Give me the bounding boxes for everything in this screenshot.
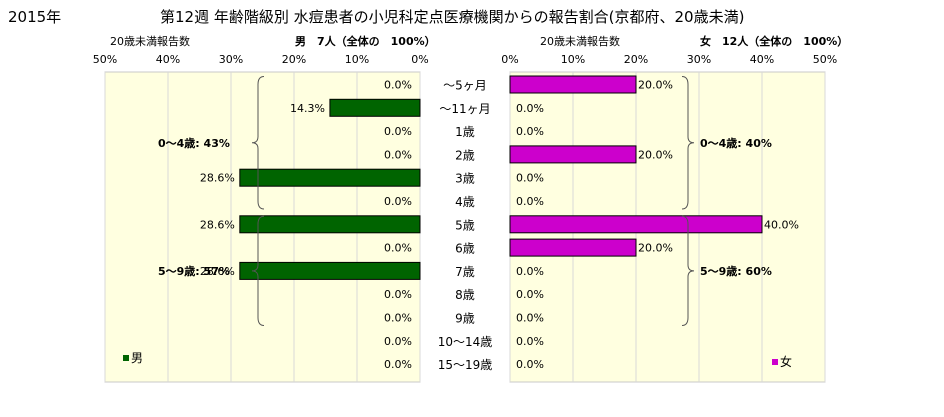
female-legend-swatch bbox=[772, 359, 778, 365]
female-value-label: 0.0% bbox=[516, 125, 544, 138]
male-header-total: 男 7人（全体の 100%） bbox=[295, 34, 436, 48]
age-category-label: 〜5ヶ月 bbox=[443, 79, 487, 93]
male-axis-tick-label: 50% bbox=[93, 53, 117, 66]
male-value-label: 14.3% bbox=[290, 102, 325, 115]
female-group-brace bbox=[681, 215, 695, 326]
male-bar bbox=[239, 261, 421, 280]
female-axis-tick-label: 30% bbox=[687, 53, 711, 66]
female-header-count-label: 20歳未満報告数 bbox=[540, 35, 620, 48]
age-category-label: 15〜19歳 bbox=[438, 358, 493, 372]
female-axis-tick-label: 20% bbox=[624, 53, 648, 66]
male-bar bbox=[239, 168, 421, 187]
female-axis-tick-label: 40% bbox=[750, 53, 774, 66]
female-value-label: 20.0% bbox=[638, 148, 673, 161]
female-value-label: 0.0% bbox=[516, 312, 544, 325]
age-category-label: 9歳 bbox=[455, 312, 475, 326]
male-header-count-label: 20歳未満報告数 bbox=[110, 35, 190, 48]
female-value-label: 0.0% bbox=[516, 172, 544, 185]
male-value-label: 0.0% bbox=[384, 195, 412, 208]
age-category-label: 1歳 bbox=[455, 125, 475, 139]
age-category-label: 3歳 bbox=[455, 172, 475, 186]
male-value-label: 0.0% bbox=[384, 288, 412, 301]
female-value-label: 0.0% bbox=[516, 335, 544, 348]
female-value-label: 0.0% bbox=[516, 288, 544, 301]
male-axis-tick-label: 40% bbox=[156, 53, 180, 66]
male-axis-tick-label: 30% bbox=[219, 53, 243, 66]
male-axis-tick-label: 20% bbox=[282, 53, 306, 66]
age-category-label: 4歳 bbox=[455, 195, 475, 209]
female-bar bbox=[509, 215, 763, 234]
male-legend-swatch bbox=[123, 355, 129, 361]
male-bar bbox=[239, 215, 421, 234]
female-value-label: 20.0% bbox=[638, 79, 673, 92]
male-group-label: 5〜9歳: 57% bbox=[158, 264, 230, 278]
female-group-label: 0〜4歳: 40% bbox=[700, 136, 772, 150]
male-value-label: 0.0% bbox=[384, 79, 412, 92]
female-bar-panel: 0% 10% 20% 30% 40% 50% 20.0% 0.0% 0.0% 20.0% 0.0% 0… bbox=[501, 53, 837, 383]
male-axis-tick-label: 0% bbox=[411, 53, 428, 66]
female-axis-tick-label: 0% bbox=[501, 53, 518, 66]
female-bar bbox=[509, 238, 637, 257]
female-header-total: 女 12人（全体の 100%） bbox=[700, 34, 848, 48]
age-category-label: 5歳 bbox=[455, 218, 475, 232]
age-category-label: 6歳 bbox=[455, 242, 475, 256]
chart-year: 2015年 bbox=[8, 8, 61, 26]
male-group-brace bbox=[251, 215, 265, 326]
male-value-label: 0.0% bbox=[384, 335, 412, 348]
male-group-label: 0〜4歳: 43% bbox=[158, 136, 230, 150]
male-value-label: 28.6% bbox=[200, 218, 235, 231]
male-bar-panel: 50% 40% 30% 20% 10% 0% 0.0% 14.3% 0.0% 0.0% 28.6% 0… bbox=[93, 53, 429, 383]
female-value-label: 40.0% bbox=[764, 218, 799, 231]
male-value-label: 28.6% bbox=[200, 265, 235, 278]
male-value-label: 0.0% bbox=[384, 125, 412, 138]
chart-title: 第12週 年齢階級別 水痘患者の小児科定点医療機関からの報告割合(京都府、20歳… bbox=[160, 8, 744, 26]
age-category-label: 10〜14歳 bbox=[438, 335, 493, 349]
female-group-label: 5〜9歳: 60% bbox=[700, 264, 772, 278]
age-category-label: 7歳 bbox=[455, 265, 475, 279]
female-value-label: 0.0% bbox=[516, 102, 544, 115]
male-group-brace bbox=[251, 76, 265, 210]
male-value-label: 0.0% bbox=[384, 148, 412, 161]
female-bar bbox=[509, 145, 637, 164]
female-legend-label: 女 bbox=[780, 354, 792, 369]
male-value-label: 0.0% bbox=[384, 358, 412, 371]
male-axis-tick-label: 10% bbox=[345, 53, 369, 66]
male-value-label: 28.6% bbox=[200, 172, 235, 185]
age-category-label: 8歳 bbox=[455, 288, 475, 302]
age-category-label: 2歳 bbox=[455, 148, 475, 162]
female-value-label: 0.0% bbox=[516, 265, 544, 278]
female-bar bbox=[509, 75, 637, 94]
male-bar bbox=[329, 98, 421, 117]
male-value-label: 0.0% bbox=[384, 312, 412, 325]
female-value-label: 20.0% bbox=[638, 242, 673, 255]
female-group-brace bbox=[681, 76, 695, 210]
female-value-label: 0.0% bbox=[516, 358, 544, 371]
male-value-label: 0.0% bbox=[384, 242, 412, 255]
male-legend-label: 男 bbox=[131, 351, 143, 365]
female-axis-tick-label: 50% bbox=[813, 53, 837, 66]
age-category-label: 〜11ヶ月 bbox=[439, 102, 490, 116]
age-category-labels: 〜5ヶ月〜11ヶ月 1歳 2歳 3歳 4歳 5歳 6歳 7歳 8歳 9歳 10〜14歳 15〜19歳 bbox=[438, 79, 493, 373]
female-axis-tick-label: 10% bbox=[561, 53, 585, 66]
female-value-label: 0.0% bbox=[516, 195, 544, 208]
